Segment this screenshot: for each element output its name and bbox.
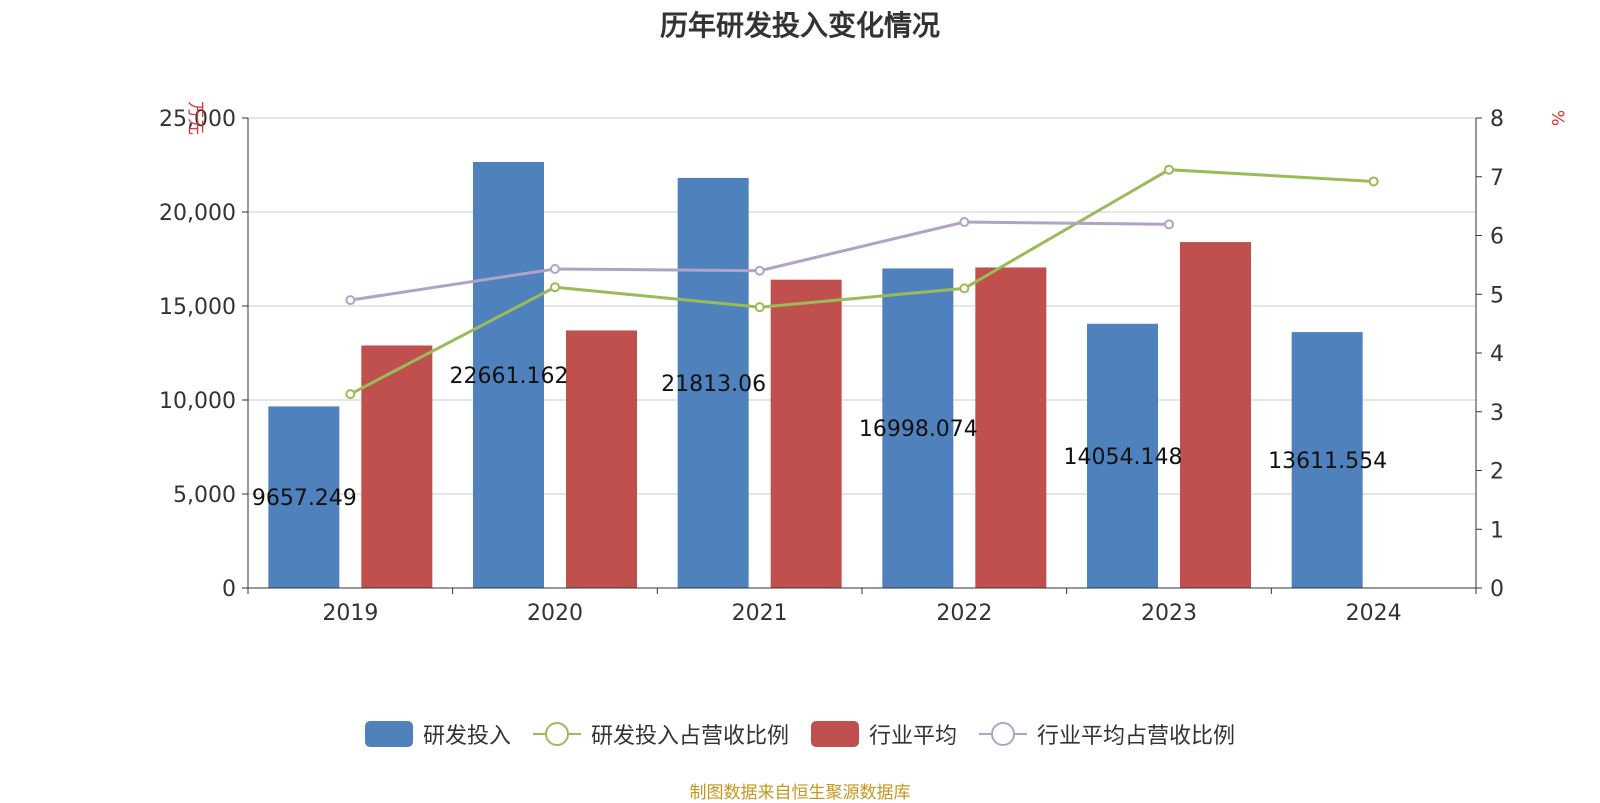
bar-rd-investment [677, 177, 749, 588]
point-rd-ratio [1368, 176, 1379, 187]
data-label-rd-investment: 9657.249 [252, 486, 357, 511]
line-rd-ratio [349, 168, 1374, 396]
x-tick-label: 2024 [1346, 601, 1402, 626]
y-right-tick-label: 5 [1490, 283, 1504, 308]
bar-rd-investment [473, 161, 544, 588]
y-left-tick-label: 0 [222, 577, 236, 602]
legend-swatch-rd-ratio [532, 721, 581, 747]
point-industry-ratio [959, 216, 970, 227]
x-tick-label: 2023 [1141, 601, 1197, 626]
y-right-tick-label: 4 [1490, 342, 1504, 367]
legend-item-rd-ratio[interactable]: 研发投入占营收比例 [532, 718, 789, 750]
legend-swatch-rd-investment [364, 721, 413, 747]
y-right-tick-label: 3 [1490, 401, 1504, 426]
point-industry-ratio [754, 265, 765, 276]
data-label-rd-investment: 21813.06 [661, 372, 766, 397]
y-left-tick-label: 20,000 [159, 201, 236, 226]
chart-title: 历年研发投入变化情况 [659, 9, 940, 42]
point-rd-ratio [1164, 164, 1174, 175]
bar-rd-investment [1291, 332, 1363, 588]
data-label-rd-investment: 22661.162 [450, 364, 569, 389]
bar-industry-average [566, 330, 637, 588]
y-left-axis-label: 万元 [185, 101, 205, 135]
point-rd-ratio [754, 302, 765, 313]
legend-item-rd-investment[interactable]: 研发投入 [364, 718, 511, 750]
legend-item-industry-average[interactable]: 行业平均 [811, 718, 957, 750]
y-left-tick-label: 25,000 [159, 107, 236, 132]
point-rd-ratio [959, 283, 970, 294]
bar-rd-investment [1087, 323, 1158, 588]
bar-industry-average [770, 279, 842, 588]
point-rd-ratio [550, 282, 560, 293]
point-industry-ratio [1164, 219, 1174, 230]
y-right-tick-label: 7 [1490, 166, 1504, 191]
data-label-rd-investment: 14054.148 [1064, 445, 1183, 470]
legend-label-rd-investment: 研发投入 [422, 724, 511, 749]
y-left-tick-label: 10,000 [159, 389, 236, 414]
legend-label-rd-ratio: 研发投入占营收比例 [590, 724, 789, 749]
chart-legend: 研发投入 研发投入占营收比例 行业平均 行业平均占营收比例 [0, 718, 1600, 750]
y-right-axis-label: % [1547, 110, 1567, 126]
legend-label-industry-average: 行业平均 [869, 724, 958, 749]
bar-industry-average [1180, 242, 1251, 588]
x-tick-label: 2022 [936, 601, 992, 626]
y-right-tick-label: 0 [1490, 577, 1504, 602]
bar-industry-average [975, 267, 1047, 588]
legend-item-industry-ratio[interactable]: 行业平均占营收比例 [979, 718, 1235, 750]
data-label-rd-investment: 13611.554 [1268, 449, 1387, 474]
chart-plot: 0 5,000 10,000 15,000 20,000 25,000 0 1 2 3 4 5 6 7 8 万… [159, 101, 1567, 626]
point-rd-ratio [345, 389, 356, 400]
x-tick-label: 2019 [322, 601, 378, 626]
x-tick-label: 2021 [732, 601, 788, 626]
point-industry-ratio [550, 263, 560, 274]
bar-rd-investment [882, 268, 954, 588]
legend-label-industry-ratio: 行业平均占营收比例 [1037, 724, 1236, 749]
bar-rd-investment [268, 406, 340, 588]
data-source-note: 制图数据来自恒生聚源数据库 [689, 783, 911, 803]
point-industry-ratio [345, 295, 356, 306]
bar-industry-average [361, 345, 433, 588]
data-label-rd-investment: 16998.074 [859, 417, 978, 442]
legend-swatch-industry-average [811, 721, 859, 747]
y-left-tick-label: 5,000 [173, 483, 236, 508]
y-left-tick-label: 15,000 [159, 295, 236, 320]
y-right-tick-label: 6 [1490, 225, 1504, 250]
y-right-tick-label: 8 [1490, 107, 1504, 132]
y-right-tick-label: 2 [1490, 460, 1504, 485]
legend-swatch-industry-ratio [979, 721, 1028, 747]
y-right-tick-label: 1 [1490, 518, 1504, 543]
x-tick-label: 2020 [527, 601, 583, 626]
